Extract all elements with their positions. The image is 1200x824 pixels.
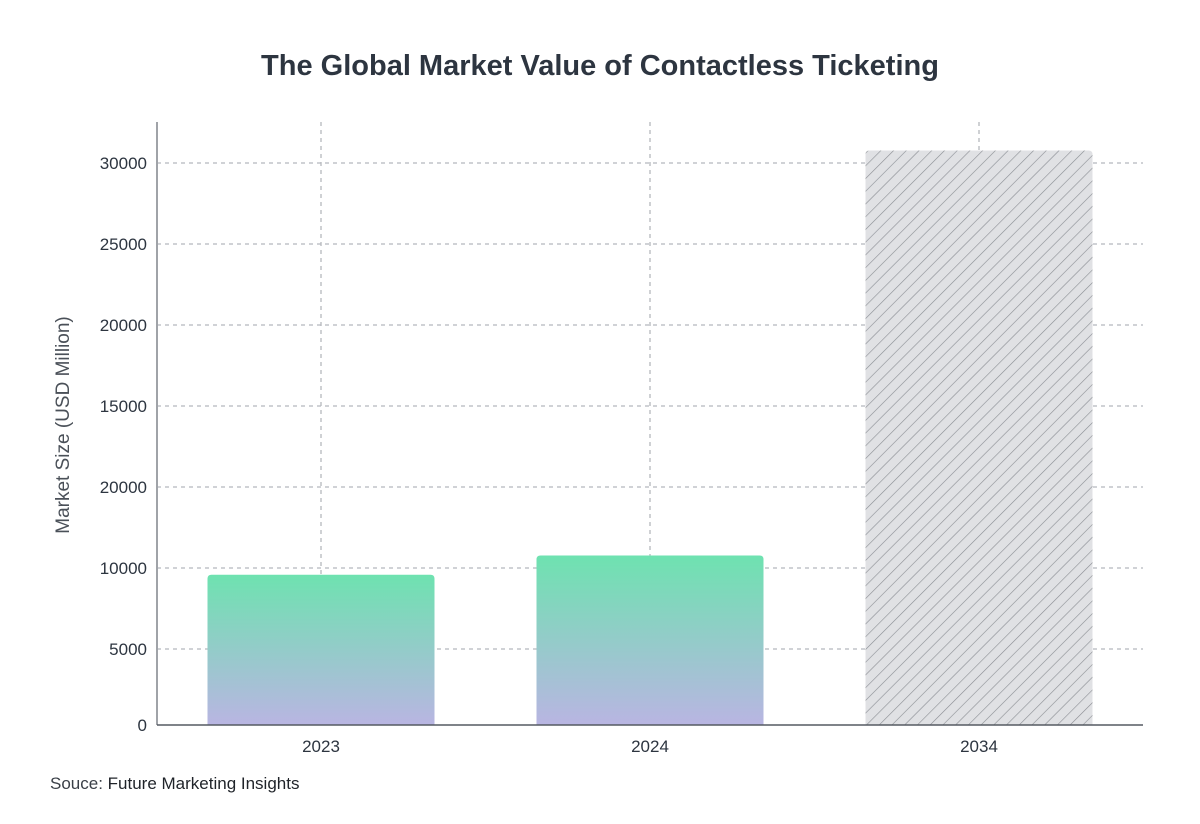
y-tick-label: 20000 <box>100 478 147 497</box>
y-tick-label: 10000 <box>100 559 147 578</box>
chart-title: The Global Market Value of Contactless T… <box>261 50 939 82</box>
bar-2023 <box>207 574 435 725</box>
y-tick-label: 5000 <box>109 640 147 659</box>
x-tick-label: 2024 <box>631 737 669 756</box>
y-tick-label: 0 <box>138 716 147 735</box>
x-tick-label: 2034 <box>960 737 998 756</box>
source-prefix: Souce: <box>50 774 108 793</box>
y-tick-label: 30000 <box>100 154 147 173</box>
y-tick-label: 15000 <box>100 397 147 416</box>
source-name: Future Marketing Insights <box>107 774 300 793</box>
y-tick-label: 20000 <box>100 316 147 335</box>
y-tick-label: 25000 <box>100 235 147 254</box>
x-tick-label: 2023 <box>302 737 340 756</box>
bar-2024 <box>536 555 764 725</box>
bar-2034 <box>865 150 1093 725</box>
source-note: Souce: Future Marketing Insights <box>50 774 299 794</box>
y-axis-label: Market Size (USD Million) <box>53 316 74 533</box>
